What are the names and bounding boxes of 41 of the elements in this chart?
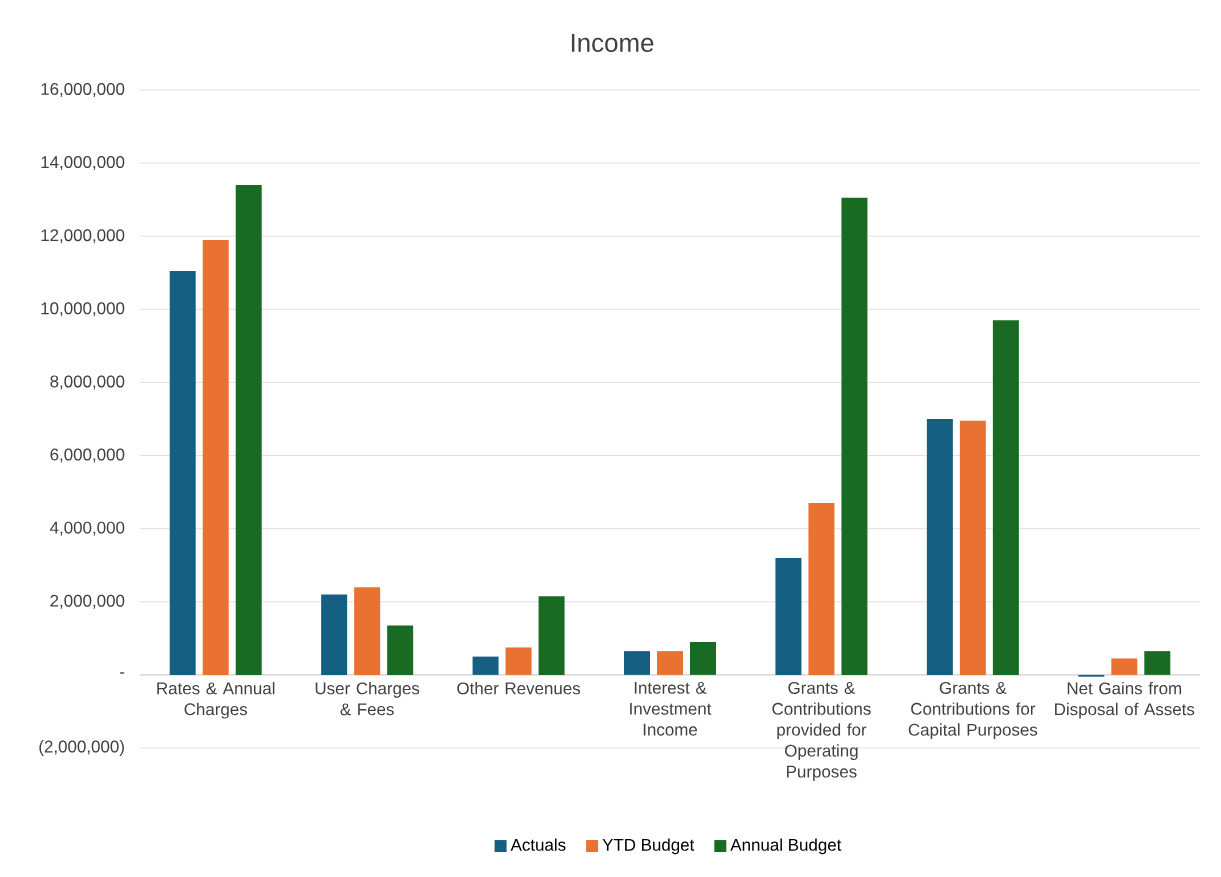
x-tick-label: Net Gains from Disposal of Assets [1055,681,1195,719]
bar [775,557,802,675]
legend-label: Actuals [510,838,566,851]
bar [354,587,381,675]
bar [959,420,986,675]
bar [321,594,348,675]
bar [202,239,229,675]
bar [387,625,414,675]
bar [657,651,684,675]
x-tick-label: Grants & Contributions for Capital Purposes [908,681,1038,740]
y-tick-label: 6,000,000 [50,448,125,463]
y-tick-label: 12,000,000 [41,229,125,244]
y-tick-label: 16,000,000 [41,83,125,97]
bar [472,656,499,675]
y-tick-label: 4,000,000 [49,521,125,536]
bar [505,647,532,675]
y-tick-label: 10,000,000 [41,302,125,317]
y-tick-label: 14,000,000 [41,156,125,171]
bar [808,503,835,675]
x-tick-label: Grants & Contributions provided for Operating Purposes [772,681,871,781]
x-tick-label: Interest & Investment Income [630,681,712,736]
bar [1144,651,1171,675]
x-tick-label: User Charges & Fees [315,681,420,716]
chart-title: Income [571,33,654,53]
y-tick-label: - [120,672,125,674]
bar [992,320,1019,675]
bar [1111,658,1138,675]
bar [169,270,196,675]
legend-label: YTD Budget [602,838,695,855]
x-tick-label: Other Revenues [457,681,581,695]
y-tick-label: 2,000,000 [50,594,125,609]
bar [235,185,262,675]
x-tick-label: Rates & Annual Charges [157,681,275,719]
bar [538,596,565,675]
bar [624,651,651,675]
bar [926,419,953,675]
bar [841,197,868,675]
y-tick-label: (2,000,000) [39,740,124,756]
y-tick-label: 8,000,000 [50,375,125,390]
bar [690,641,717,675]
legend-label: Annual Budget [730,838,842,855]
